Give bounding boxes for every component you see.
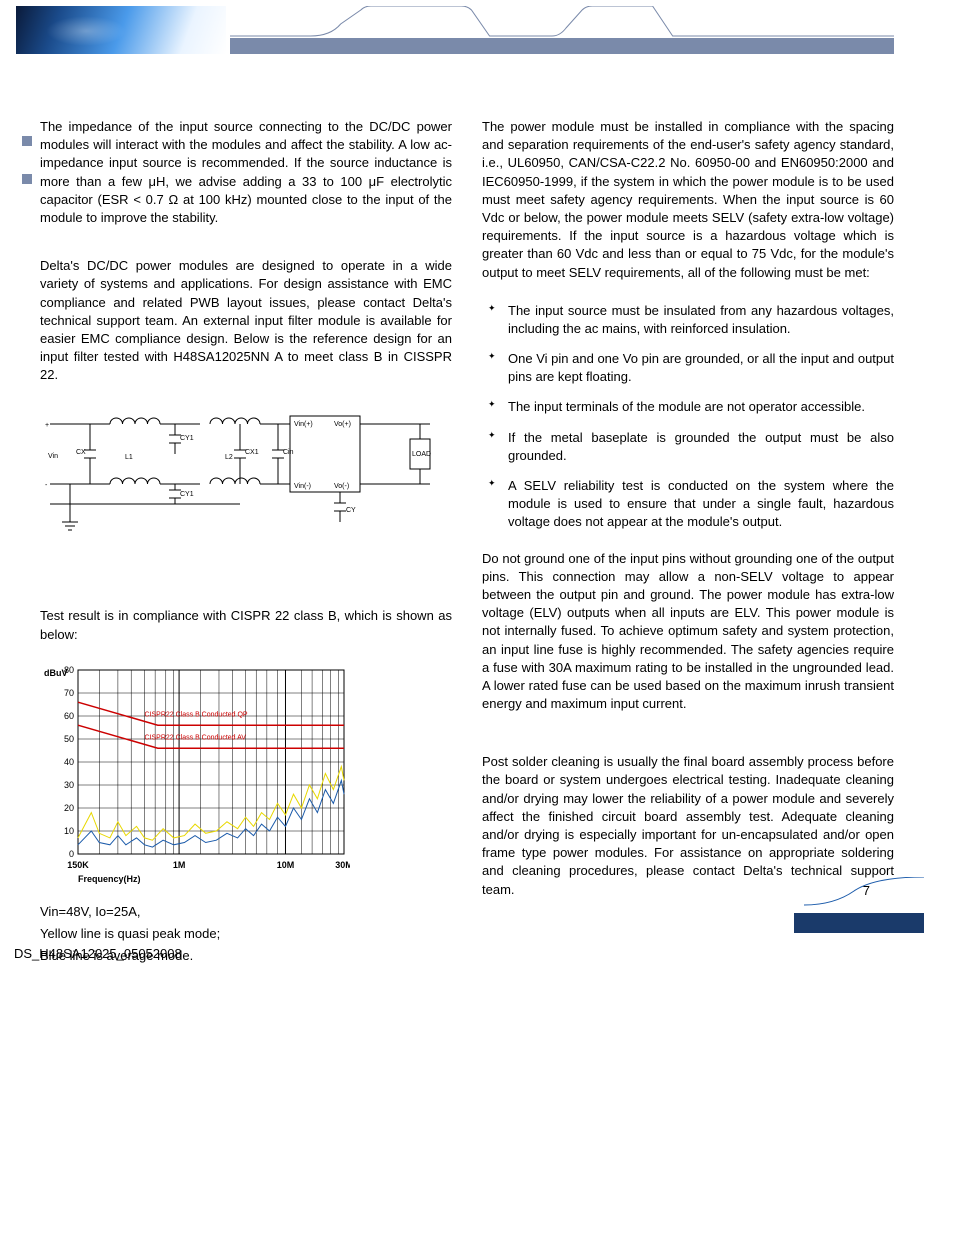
- circuit-diagram: CX CY1 CX1 Cin L1 L2 Vin + - Vin(+) Vo(+) Vin(-) Vo(…: [40, 404, 452, 547]
- svg-text:CISPR22 Class B Conducted AV: CISPR22 Class B Conducted AV: [145, 734, 247, 741]
- svg-text:30: 30: [64, 780, 74, 790]
- footer-curve: [744, 877, 924, 907]
- footer-bar: [794, 913, 924, 933]
- svg-text:Vin: Vin: [48, 453, 58, 460]
- svg-text:CY1: CY1: [180, 491, 194, 498]
- svg-text:CY: CY: [346, 507, 356, 514]
- svg-text:CX: CX: [76, 449, 86, 456]
- svg-text:0: 0: [69, 849, 74, 859]
- svg-text:-: -: [45, 482, 48, 489]
- svg-text:CX1: CX1: [245, 449, 259, 456]
- bullet-2: One Vi pin and one Vo pin are grounded, …: [482, 350, 894, 386]
- svg-text:20: 20: [64, 803, 74, 813]
- emissions-chart: 01020304050607080150K1M10M30MFrequency(H…: [40, 664, 452, 887]
- footer-docid: DS_H48SA12025_05052008: [14, 946, 182, 961]
- svg-text:60: 60: [64, 711, 74, 721]
- right-column: The power module must be installed in co…: [482, 118, 894, 969]
- page-number: 7: [863, 883, 870, 898]
- svg-text:50: 50: [64, 734, 74, 744]
- bullet-3: The input terminals of the module are no…: [482, 398, 894, 416]
- page-header: [0, 0, 954, 58]
- bullet-4: If the metal baseplate is grounded the o…: [482, 429, 894, 465]
- svg-text:L1: L1: [125, 454, 133, 461]
- safety-bullets: The input source must be insulated from …: [482, 302, 894, 532]
- svg-text:Cin: Cin: [283, 449, 294, 456]
- para-test-result: Test result is in compliance with CISPR …: [40, 607, 452, 643]
- svg-text:70: 70: [64, 688, 74, 698]
- para-emc: Delta's DC/DC power modules are designed…: [40, 257, 452, 384]
- header-graphic: [16, 6, 226, 54]
- left-column: The impedance of the input source connec…: [40, 118, 452, 969]
- svg-text:Vin(+): Vin(+): [294, 421, 313, 428]
- footer-right: 7: [744, 877, 924, 933]
- svg-text:10: 10: [64, 826, 74, 836]
- para-grounding: Do not ground one of the input pins with…: [482, 550, 894, 714]
- header-bar: [230, 38, 894, 54]
- caption-yellow: Yellow line is quasi peak mode;: [40, 925, 452, 943]
- svg-text:CISPR22 Class B Conducted QP: CISPR22 Class B Conducted QP: [145, 711, 248, 718]
- svg-text:1M: 1M: [173, 860, 186, 870]
- svg-text:CY1: CY1: [180, 435, 194, 442]
- svg-text:Vo(-): Vo(-): [334, 483, 349, 490]
- para-safety: The power module must be installed in co…: [482, 118, 894, 282]
- para-impedance: The impedance of the input source connec…: [40, 118, 452, 227]
- svg-text:Vo(+): Vo(+): [334, 421, 351, 428]
- header-outline: [230, 6, 894, 38]
- svg-text:L2: L2: [225, 454, 233, 461]
- side-markers: [22, 136, 32, 212]
- svg-text:+: +: [45, 422, 49, 429]
- svg-text:10M: 10M: [277, 860, 295, 870]
- bullet-5: A SELV reliability test is conducted on …: [482, 477, 894, 532]
- svg-text:30M: 30M: [335, 860, 350, 870]
- content-columns: The impedance of the input source connec…: [0, 118, 954, 969]
- svg-text:40: 40: [64, 757, 74, 767]
- svg-text:LOAD: LOAD: [412, 451, 431, 458]
- svg-text:dBuV: dBuV: [44, 668, 68, 678]
- svg-text:Vin(-): Vin(-): [294, 483, 311, 490]
- bullet-1: The input source must be insulated from …: [482, 302, 894, 338]
- caption-conditions: Vin=48V, Io=25A,: [40, 903, 452, 921]
- svg-text:150K: 150K: [67, 860, 89, 870]
- svg-text:Frequency(Hz): Frequency(Hz): [78, 874, 141, 884]
